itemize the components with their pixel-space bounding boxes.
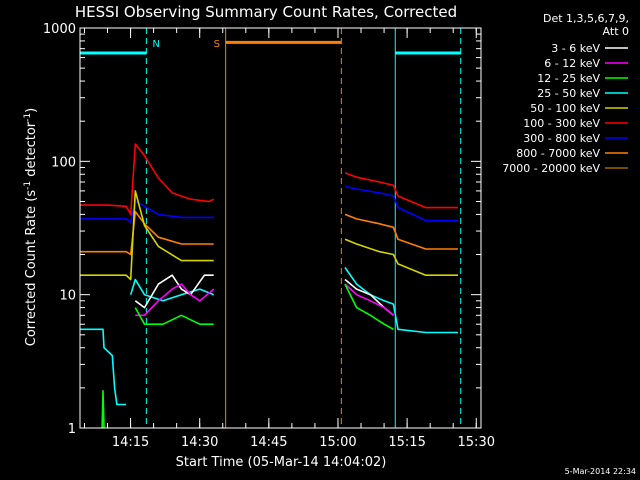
series-5-line-0 [134, 274, 214, 309]
x-tick-label-4: 15:15 [388, 435, 425, 450]
series-3-line-1 [344, 238, 458, 277]
legend-label-2: 12 - 25 keV [537, 72, 600, 85]
series-1-line-1 [344, 185, 458, 222]
legend-label-5: 100 - 300 keV [523, 117, 600, 130]
legend-label-0: 3 - 6 keV [551, 42, 600, 55]
legend-header-0: Det 1,3,5,6,7,9, [543, 12, 629, 25]
series-7-line-1 [134, 307, 214, 326]
legend-label-7: 800 - 7000 keV [516, 147, 600, 160]
series-1-line-0 [80, 200, 214, 223]
series-2-line-0 [80, 210, 214, 256]
series-6-line-1 [344, 283, 394, 316]
series-2-line-1 [344, 213, 458, 250]
y-tick-label-3: 1000 [43, 22, 76, 37]
x-tick-label-0: 14:15 [112, 435, 149, 450]
marker-label-1: S [214, 39, 220, 50]
legend-label-8: 7000 - 20000 keV [502, 162, 600, 175]
x-axis-label: Start Time (05-Mar-14 14:04:02) [176, 455, 387, 470]
series-0-line-0 [80, 143, 215, 216]
marker-label-0: N [152, 39, 159, 50]
x-tick-label-1: 14:30 [181, 435, 218, 450]
legend: Det 1,3,5,6,7,9,Att 03 - 6 keV 6 - 12 keV… [502, 12, 629, 175]
chart-title: HESSI Observing Summary Count Rates, Cor… [75, 3, 457, 21]
footer-date: 5-Mar-2014 22:34 [565, 467, 636, 476]
legend-label-4: 50 - 100 keV [530, 102, 600, 115]
series-7-line-2 [344, 283, 394, 330]
axes: 1 10 100 1000 14:15 14:30 14:45 15:00 15:15 15:30 [43, 22, 495, 450]
y-tick-label-1: 10 [59, 289, 76, 304]
series-4-line-2 [344, 267, 458, 334]
x-tick-label-2: 14:45 [250, 435, 287, 450]
series-4-line-0 [80, 328, 127, 406]
series-4-line-1 [129, 278, 214, 302]
plot-frame [79, 27, 482, 429]
legend-label-6: 300 - 800 keV [523, 132, 600, 145]
legend-label-1: 6 - 12 keV [544, 57, 600, 70]
series-0-line-1 [344, 172, 458, 209]
series-6-line-0 [135, 283, 215, 317]
y-tick-label-2: 100 [51, 155, 76, 170]
legend-header-1: Att 0 [603, 25, 629, 38]
series-3-line-0 [80, 190, 214, 281]
x-tick-label-5: 15:30 [458, 435, 495, 450]
y-tick-label-0: 1 [68, 422, 76, 437]
series-7-line-0 [101, 389, 105, 429]
y-axis-label: Corrected Count Rate (s-1 detector-1) [23, 108, 39, 346]
x-tick-label-3: 15:00 [319, 435, 356, 450]
legend-label-3: 25 - 50 keV [537, 87, 600, 100]
